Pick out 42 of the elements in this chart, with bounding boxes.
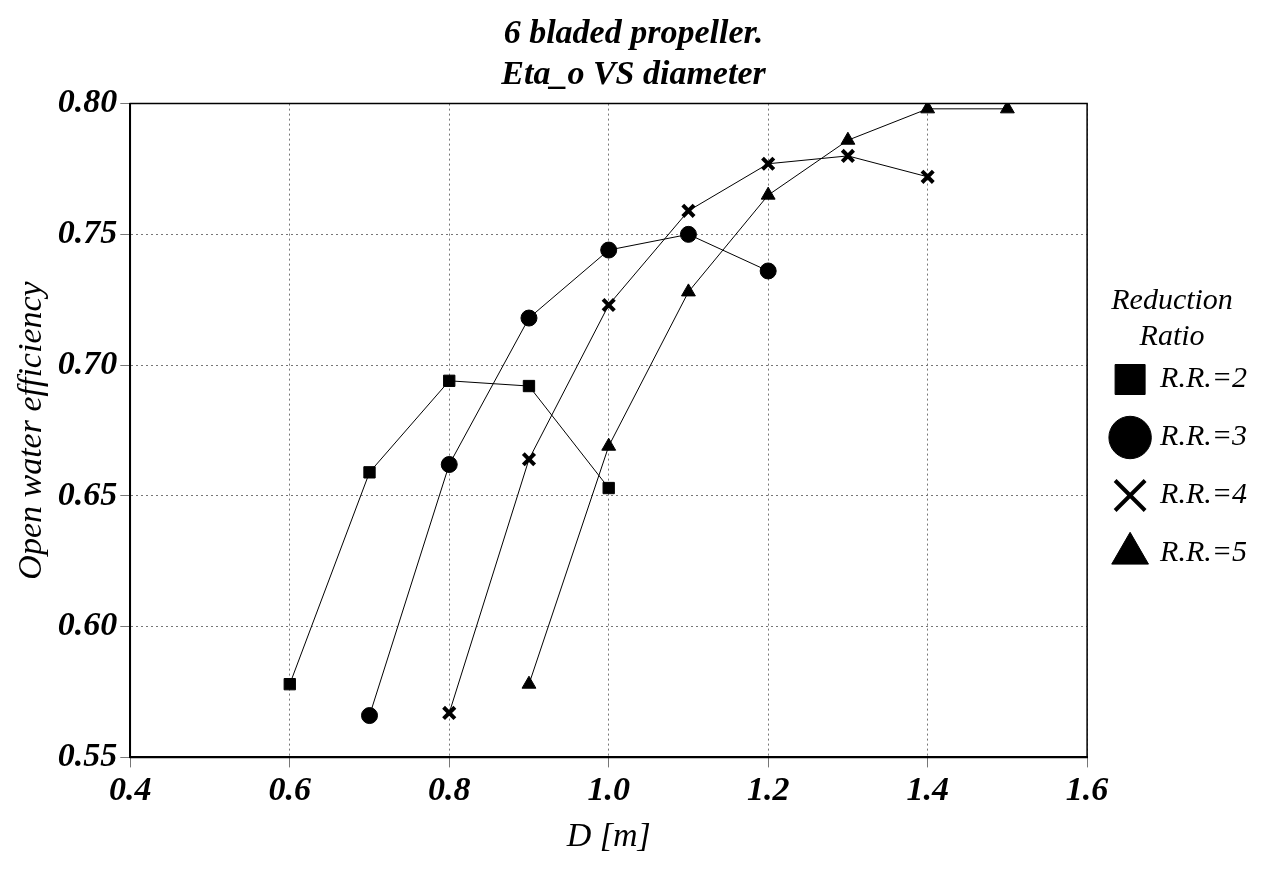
legend-label: R.R.=5	[1159, 534, 1248, 568]
legend-label: R.R.=3	[1159, 418, 1248, 452]
point	[680, 203, 697, 219]
point	[840, 148, 856, 164]
point	[919, 169, 936, 185]
point	[760, 186, 776, 200]
x-tick-label: 1.6	[1065, 769, 1109, 807]
y-axis-title: Open water efficiency	[11, 280, 49, 580]
x-tick-label: 0.8	[427, 769, 471, 807]
text: 6 bladed propeller.	[503, 13, 764, 51]
point	[521, 451, 537, 467]
point	[522, 379, 536, 393]
y-tick-label: 0.75	[57, 213, 118, 251]
point	[759, 262, 777, 280]
x-tick-label: 1.2	[746, 769, 790, 807]
x-tick-label: 0.6	[268, 769, 312, 807]
y-tick-label: 0.80	[57, 82, 118, 120]
text: Ratio	[1139, 318, 1205, 352]
y-tick-label: 0.65	[57, 474, 118, 512]
legend-label: R.R.=4	[1159, 476, 1248, 510]
point	[602, 481, 615, 495]
point	[679, 225, 697, 243]
text: Reduction	[1111, 282, 1233, 316]
point	[601, 297, 617, 313]
point	[440, 456, 458, 473]
point	[443, 374, 456, 387]
point	[681, 283, 696, 297]
point	[361, 707, 378, 725]
point	[283, 678, 296, 691]
text: Eta_o VS diameter	[501, 53, 766, 91]
point	[600, 241, 618, 259]
point	[520, 309, 538, 327]
x-tick-label: 1.0	[587, 769, 630, 807]
x-tick-label: 1.4	[906, 769, 949, 807]
point	[441, 705, 457, 721]
legend-label: R.R.=2	[1159, 360, 1248, 394]
y-tick-label: 0.70	[57, 343, 118, 381]
point	[760, 156, 776, 172]
point	[840, 131, 856, 145]
x-axis-title: D [m]	[565, 815, 651, 853]
point	[363, 466, 376, 479]
y-tick-label: 0.60	[57, 605, 118, 643]
